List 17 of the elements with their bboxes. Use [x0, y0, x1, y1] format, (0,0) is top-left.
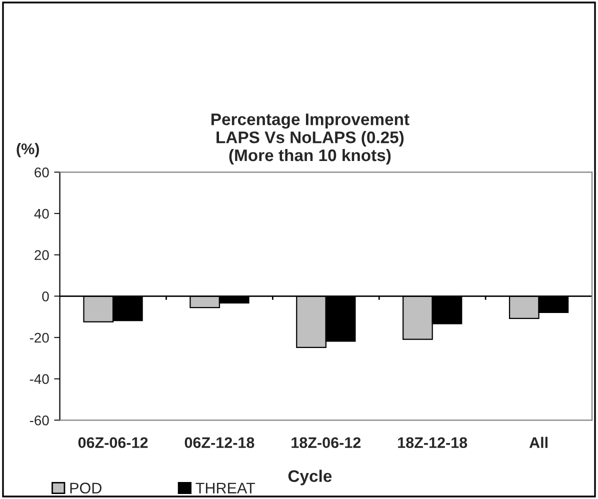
x-axis-title: Cycle	[288, 470, 332, 486]
x-tick-label: 06Z-12-18	[184, 437, 254, 448]
x-tick-label: 18Z-12-18	[398, 437, 468, 448]
y-tick-label: 40	[34, 208, 49, 219]
y-tick-label: 60	[34, 167, 49, 178]
y-tick-label: 0	[42, 291, 49, 302]
y-axis-title: (%)	[16, 143, 39, 158]
x-tick-label: 06Z-06-12	[78, 437, 148, 448]
legend-label: POD	[70, 482, 102, 494]
y-tick-label: -20	[30, 332, 49, 343]
x-tick-label: All	[529, 436, 548, 448]
x-tick-label: 18Z-06-12	[292, 437, 361, 448]
y-tick-label: -60	[30, 415, 49, 426]
legend-label: THREAT	[196, 482, 256, 494]
y-tick-label: -40	[30, 374, 49, 384]
y-tick-label: 20	[34, 250, 49, 260]
chart-title: Percentage Improvement LAPS Vs NoLAPS (0.25) (More than 10 knots)	[211, 114, 410, 164]
